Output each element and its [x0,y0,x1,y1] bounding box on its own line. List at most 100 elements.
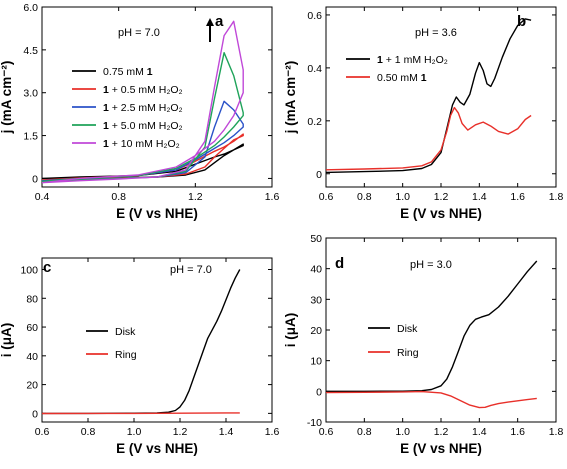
y-tick-label: 40 [26,351,38,363]
x-tick-label: 1.6 [265,191,280,203]
legend-entry: Ring [397,347,419,359]
y-tick-label: 0 [316,169,322,181]
legend-compound-number: 1 [377,54,383,66]
legend-entry: 1 + 0.5 mM H₂O₂ [103,84,183,96]
legend-compound-number: 1 [103,84,109,96]
legend-entry: Ring [115,349,137,361]
y-tick-label: 20 [310,325,322,337]
y-tick-label: 3.0 [23,88,38,100]
y-axis-label: j (mA cm⁻²) [283,61,298,135]
panel-letter: a [215,13,224,30]
series-line [326,260,538,392]
panel-c: 0.6 0.8 1.0 1.2 1.4 1.6 0 20 40 60 80 100 E (V vs NH… [0,257,280,456]
x-tick-label: 0.4 [35,191,50,203]
x-tick-label: 1.0 [395,191,410,203]
y-tick-label: 40 [310,264,322,276]
legend-compound-number: 1 [103,102,109,114]
legend-entry: 1 + 1 mM H₂O₂ [377,54,448,66]
x-axis-label: E (V vs NHE) [400,441,482,456]
series-line [326,106,532,171]
legend-text: 0.50 mM [377,72,421,84]
x-tick-label: 0.6 [35,426,50,438]
ph-annotation: pH = 3.6 [415,27,457,39]
y-tick-label: 60 [26,322,38,334]
legend-entry: 1 + 5.0 mM H₂O₂ [103,120,183,132]
plot-frame [41,257,273,423]
x-tick-label: 0.6 [319,191,334,203]
x-tick-label: 0.8 [357,426,372,438]
y-axis-label: i (μA) [0,323,14,358]
legend: Disk Ring [86,326,137,361]
series-line [326,18,532,174]
x-tick-label: 1.8 [549,191,564,203]
legend-text: + 2.5 mM H₂O₂ [109,102,183,114]
y-tick-label: 0.4 [307,63,322,75]
x-tick-label: 1.2 [434,191,449,203]
legend-entry: Disk [115,326,136,338]
x-tick-label: 1.4 [472,191,487,203]
legend-entry: 0.75 mM 1 [103,66,153,78]
legend-text: + 5.0 mM H₂O₂ [109,120,183,132]
legend-entry: Disk [397,323,418,335]
legend: 1 + 1 mM H₂O₂ 0.50 mM 1 [346,54,448,84]
panel-letter: c [43,259,51,276]
up-arrow-icon [206,18,214,26]
x-tick-label: 1.0 [395,426,410,438]
x-tick-label: 1.4 [219,426,234,438]
x-tick-label: 0.8 [357,191,372,203]
x-tick-label: 1.2 [173,426,188,438]
panel-letter: d [335,255,344,272]
y-tick-label: 0 [32,173,38,185]
x-tick-label: 0.8 [111,191,126,203]
y-tick-label: 50 [310,233,322,245]
panel-a: 0.4 0.8 1.2 1.6 0 1.5 3.0 4.5 6.0 E (V vs NHE) j (… [0,2,279,221]
series-line [42,269,241,415]
y-tick-label: -10 [307,417,322,429]
y-tick-label: 30 [310,294,322,306]
panel-d: 0.6 0.8 1.0 1.2 1.4 1.6 1.8 -10 0 10 20 30 40 50 E (V … [283,233,563,456]
y-tick-label: 0.2 [307,116,322,128]
x-tick-label: 0.8 [81,426,96,438]
legend-text: Disk [397,323,418,335]
y-tick-label: 20 [26,380,38,392]
y-tick-label: 0 [32,408,38,420]
legend-compound-number: 1 [103,120,109,132]
legend-entry: 1 + 2.5 mM H₂O₂ [103,102,183,114]
y-tick-label: 1.5 [23,131,38,143]
series-line [42,20,244,184]
x-tick-label: 1.6 [265,426,280,438]
x-tick-label: 1.8 [549,426,564,438]
x-tick-label: 1.0 [127,426,142,438]
y-axis-label: j (mA cm⁻²) [0,61,14,135]
x-axis-label: E (V vs NHE) [116,441,198,456]
legend-text: + 10 mM H₂O₂ [109,138,180,150]
y-tick-label: 100 [20,265,38,277]
legend-compound-number: 1 [103,138,109,150]
y-tick-label: 6.0 [23,2,38,14]
legend-compound-number: 1 [147,66,153,78]
series-line [42,412,240,415]
y-axis-label: i (μA) [283,313,298,348]
legend-compound-number: 1 [421,72,427,84]
ph-annotation: pH = 7.0 [170,264,212,276]
y-tick-label: 10 [310,356,322,368]
x-tick-label: 1.6 [510,191,525,203]
panel-b: 0.6 0.8 1.0 1.2 1.4 1.6 1.8 0 0.2 0.4 0.6 E (V vs N… [283,6,564,221]
legend-text: Ring [115,349,137,361]
ph-annotation: pH = 3.0 [410,259,452,271]
x-tick-label: 1.4 [472,426,487,438]
x-tick-label: 1.2 [188,191,203,203]
y-tick-label: 0 [316,386,322,398]
plot-frame [41,6,273,188]
x-axis-label: E (V vs NHE) [116,206,198,221]
y-tick-label: 80 [26,293,38,305]
legend-text: 0.75 mM [103,66,147,78]
x-tick-label: 0.6 [319,426,334,438]
legend-text: + 0.5 mM H₂O₂ [109,84,183,96]
y-tick-label: 0.6 [307,10,322,22]
ph-annotation: pH = 7.0 [118,27,160,39]
x-tick-label: 1.6 [510,426,525,438]
legend-entry: 0.50 mM 1 [377,72,427,84]
